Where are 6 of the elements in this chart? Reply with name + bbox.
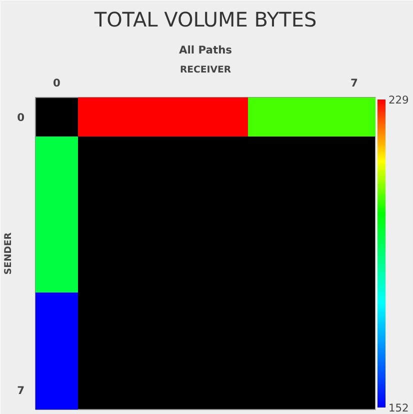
y-axis-title: SENDER <box>3 232 14 275</box>
x-axis-title: RECEIVER <box>180 64 232 76</box>
chart-subtitle: All Paths <box>179 44 232 56</box>
chart-title: TOTAL VOLUME BYTES <box>93 8 317 32</box>
color-bar-label: 152 <box>388 402 409 414</box>
color-bar-label: 229 <box>388 94 410 106</box>
